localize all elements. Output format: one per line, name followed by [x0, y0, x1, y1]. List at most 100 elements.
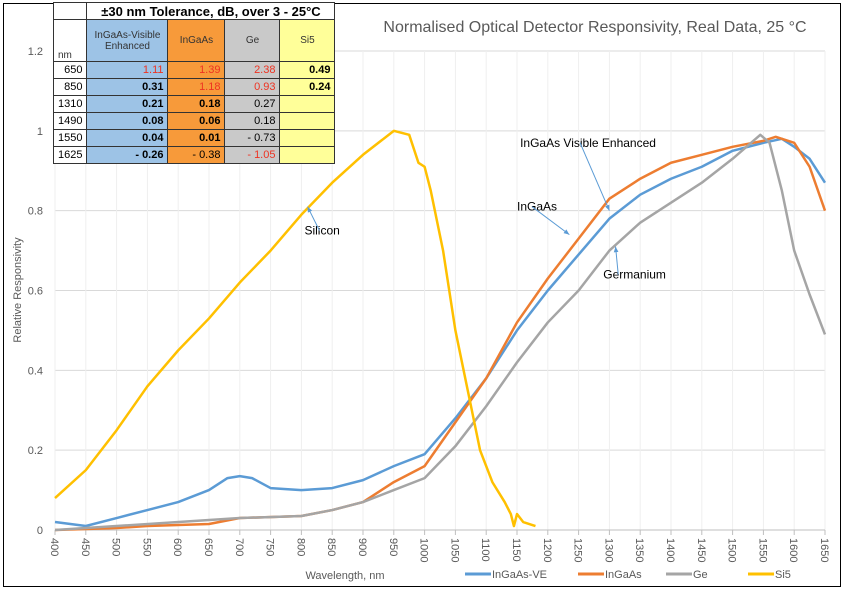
x-tick-label: 1450 — [695, 538, 707, 562]
value-cell: 0.49 — [279, 61, 336, 79]
annotation-arrow — [531, 206, 570, 236]
annotation-label: InGaAs — [517, 200, 557, 214]
x-tick-label: 1550 — [756, 538, 768, 562]
arrowhead — [613, 246, 619, 253]
value-cell — [279, 146, 336, 164]
annotation-label: Germanium — [603, 268, 666, 282]
x-tick-label: 900 — [356, 538, 368, 556]
x-tick-label: 550 — [140, 538, 152, 556]
y-tick-label: 1 — [37, 126, 43, 138]
x-tick-label: 1250 — [572, 538, 584, 562]
table-row: 1490 0.08 0.06 0.18 — [52, 112, 336, 130]
value-cell — [279, 129, 336, 147]
wavelength-cell: 1490 — [52, 112, 88, 130]
value-cell: 0.18 — [167, 95, 226, 113]
x-tick-label: 850 — [325, 538, 337, 556]
value-cell: - 0.73 — [224, 129, 281, 147]
table-row: 1625- 0.26- 0.38- 1.05 — [52, 146, 336, 164]
y-tick-label: 0.2 — [28, 445, 43, 457]
unit-label: nm — [52, 19, 88, 62]
arrowhead — [605, 204, 610, 211]
x-tick-label: 1600 — [787, 538, 799, 562]
legend-label: Ge — [693, 569, 708, 581]
value-cell: 0.04 — [86, 129, 169, 147]
x-tick-label: 700 — [233, 538, 245, 556]
x-tick-label: 1200 — [541, 538, 553, 562]
value-cell — [279, 95, 336, 113]
x-tick-label: 1500 — [726, 538, 738, 562]
y-tick-label: 1.2 — [28, 46, 43, 58]
table-row: 1310 0.21 0.18 0.27 — [52, 95, 336, 113]
x-tick-label: 950 — [387, 538, 399, 556]
arrowhead — [563, 229, 570, 235]
x-axis-label: Wavelength, nm — [305, 570, 384, 582]
table-corner — [52, 2, 88, 20]
x-tick-label: 800 — [294, 538, 306, 556]
series-line-ingaas-ve — [54, 137, 827, 528]
x-tick-label: 450 — [79, 538, 91, 556]
value-cell: - 0.26 — [86, 146, 169, 164]
legend-label: InGaAs — [605, 569, 642, 581]
value-cell: 0.06 — [167, 112, 226, 130]
annotation-label: InGaAs Visible Enhanced — [520, 136, 656, 150]
wavelength-cell: 1550 — [52, 129, 88, 147]
x-tick-label: 1100 — [479, 538, 491, 562]
wavelength-cell: 1310 — [52, 95, 88, 113]
value-cell: 0.01 — [167, 129, 226, 147]
chart-title: Normalised Optical Detector Responsivity… — [383, 19, 806, 36]
column-header: InGaAs — [167, 19, 226, 62]
tolerance-table: ±30 nm Tolerance, dB, over 3 - 25°C nm In… — [52, 2, 336, 164]
chart-frame — [3, 3, 841, 587]
x-tick-label: 1150 — [510, 538, 522, 562]
x-tick-label: 400 — [48, 538, 60, 556]
legend-label: InGaAs-VE — [492, 569, 547, 581]
table-row: 650 1.11 1.39 2.38 0.49 — [52, 61, 336, 79]
series-line-ge — [54, 133, 827, 532]
y-tick-label: 0.4 — [28, 365, 43, 377]
x-tick-label: 600 — [171, 538, 183, 556]
series-line-ingaas — [54, 135, 827, 532]
value-cell: 1.11 — [86, 61, 169, 79]
value-cell: 0.93 — [224, 78, 281, 96]
x-tick-label: 1350 — [633, 538, 645, 562]
value-cell: 0.27 — [224, 95, 281, 113]
value-cell: 1.18 — [167, 78, 226, 96]
table-title: ±30 nm Tolerance, dB, over 3 - 25°C — [86, 2, 336, 20]
value-cell: - 0.38 — [167, 146, 226, 164]
value-cell: 0.31 — [86, 78, 169, 96]
x-tick-label: 1050 — [448, 538, 460, 562]
value-cell: 1.39 — [167, 61, 226, 79]
y-axis-label: Relative Responsivity — [12, 237, 24, 343]
wavelength-cell: 850 — [52, 78, 88, 96]
value-cell: 0.08 — [86, 112, 169, 130]
value-cell: 0.21 — [86, 95, 169, 113]
value-cell: 2.38 — [224, 61, 281, 79]
x-tick-label: 750 — [264, 538, 276, 556]
x-tick-label: 500 — [110, 538, 122, 556]
x-tick-label: 1300 — [602, 538, 614, 562]
column-header: Si5 — [279, 19, 336, 62]
annotation-arrow — [579, 142, 610, 211]
annotation-label: Silicon — [304, 224, 339, 238]
column-header: Ge — [224, 19, 281, 62]
x-tick-label: 650 — [202, 538, 214, 556]
column-header: InGaAs-Visible Enhanced — [86, 19, 169, 62]
legend-label: Si5 — [775, 569, 791, 581]
y-tick-label: 0.8 — [28, 206, 43, 218]
y-tick-label: 0.6 — [28, 286, 43, 298]
value-cell — [279, 112, 336, 130]
wavelength-cell: 1625 — [52, 146, 88, 164]
x-tick-label: 1650 — [818, 538, 830, 562]
y-tick-label: 0 — [37, 525, 43, 537]
x-tick-label: 1000 — [418, 538, 430, 562]
table-row: 850 0.31 1.18 0.93 0.24 — [52, 78, 336, 96]
x-tick-label: 1400 — [664, 538, 676, 562]
series-line-si5 — [54, 129, 536, 528]
value-cell: 0.18 — [224, 112, 281, 130]
table-row: 1550 0.04 0.01- 0.73 — [52, 129, 336, 147]
value-cell: - 1.05 — [224, 146, 281, 164]
value-cell: 0.24 — [279, 78, 336, 96]
arrowhead — [307, 206, 313, 213]
